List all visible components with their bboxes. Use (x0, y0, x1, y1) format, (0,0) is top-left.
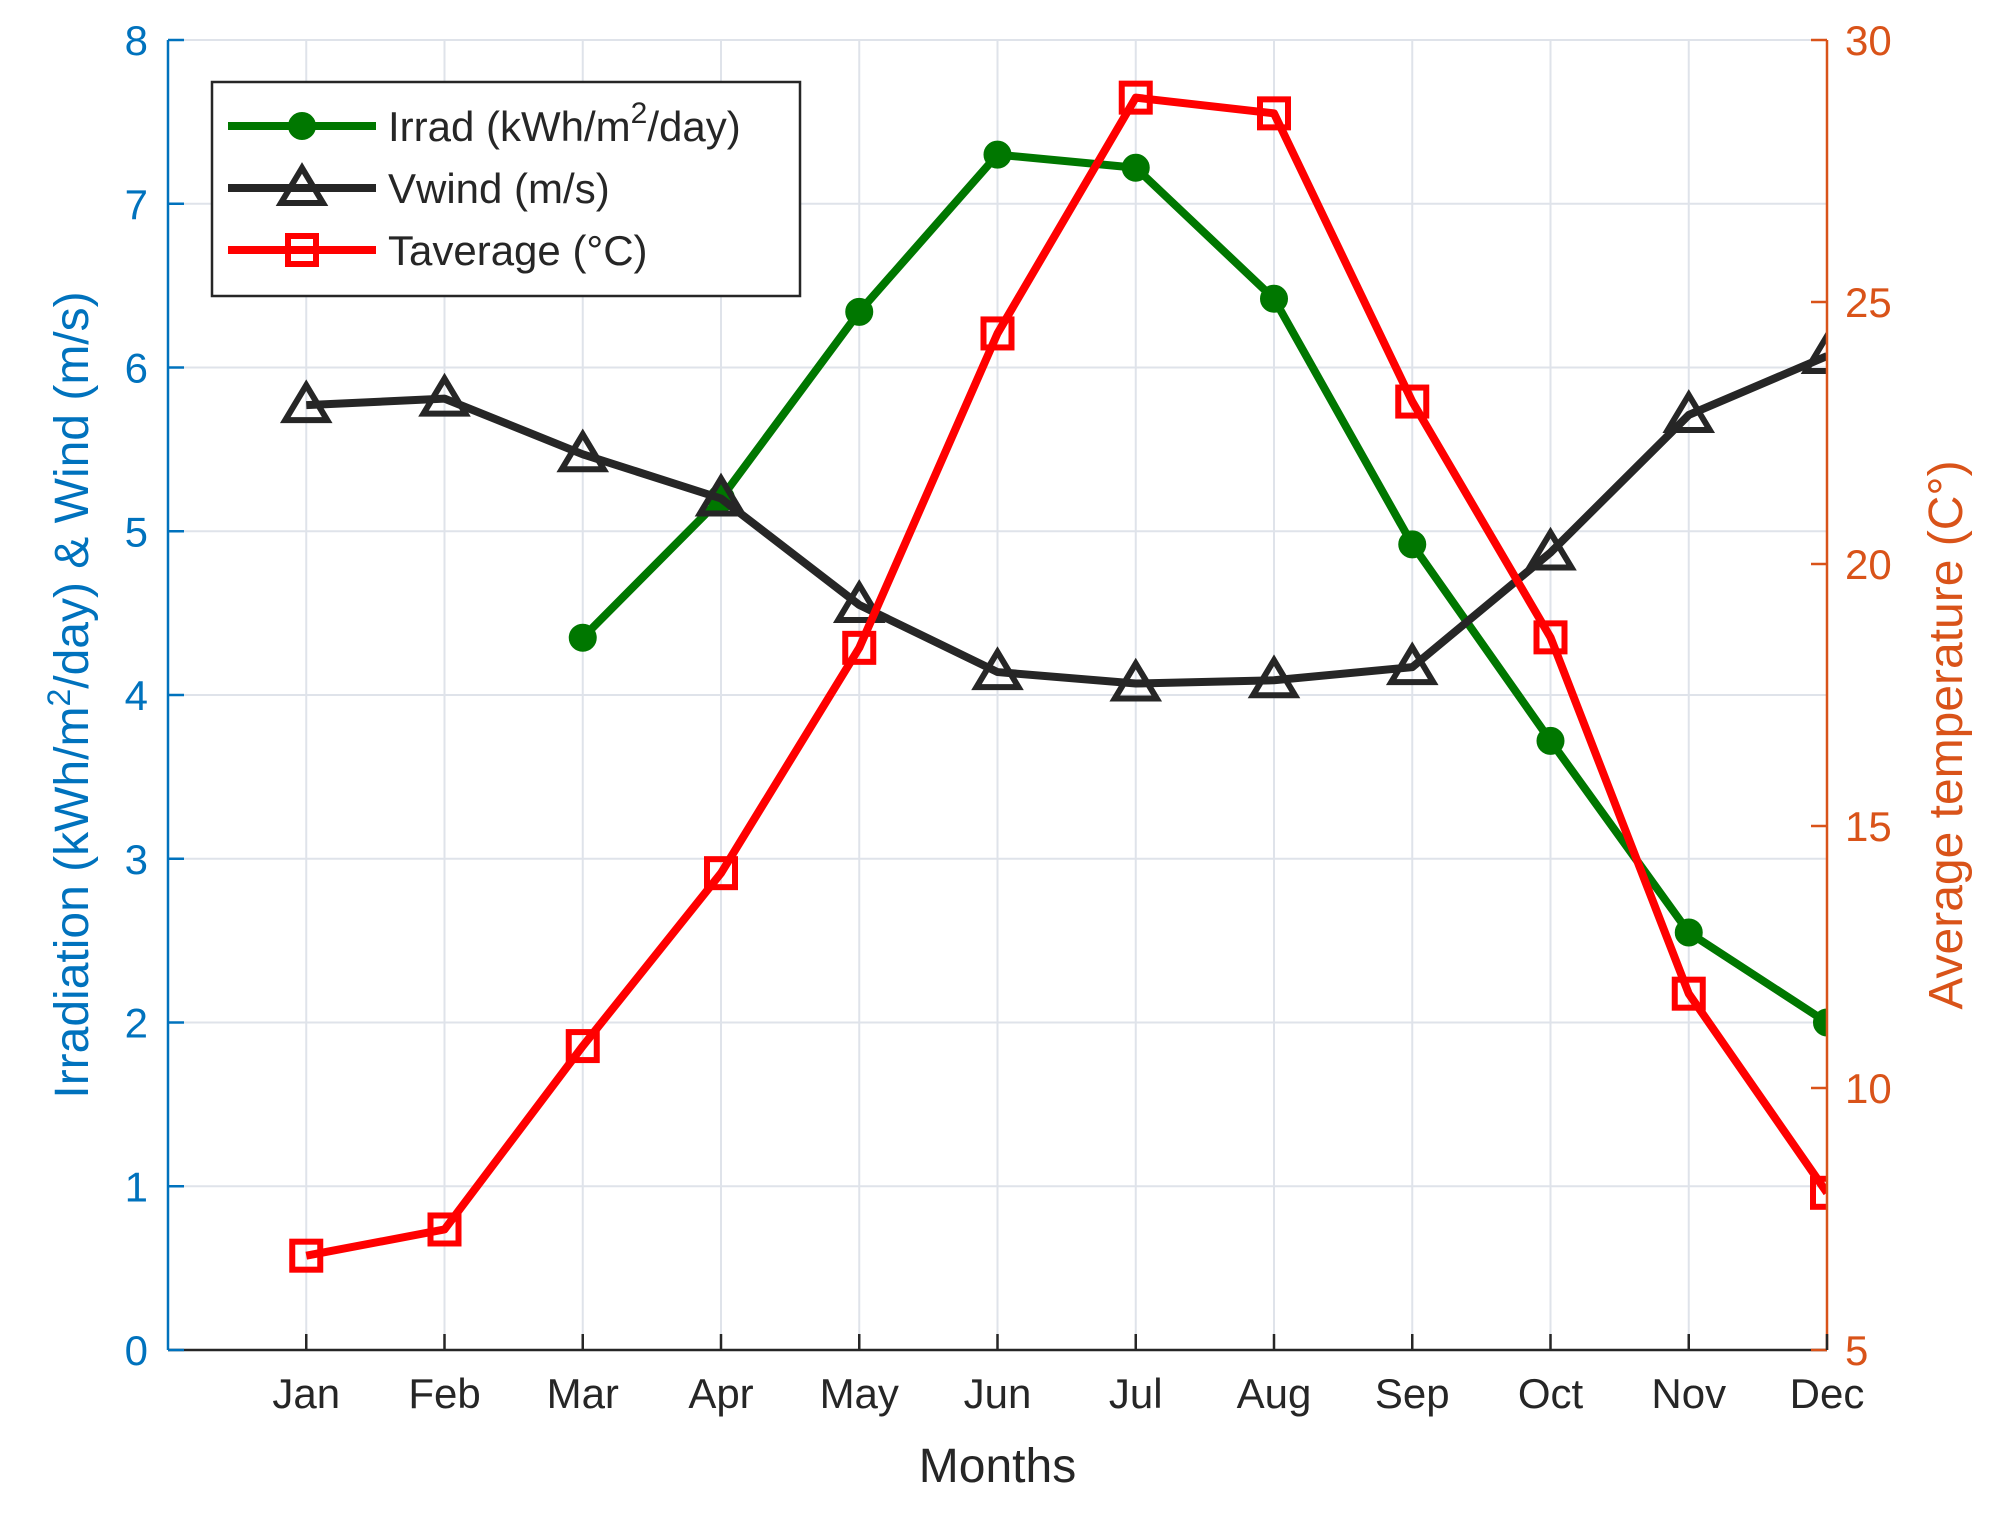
x-tick-label: Dec (1790, 1370, 1865, 1417)
data-point-square (704, 856, 738, 891)
legend-label-sup: 2 (631, 97, 648, 130)
left-tick-label: 8 (125, 17, 148, 64)
data-point-square (289, 1238, 324, 1273)
x-tick-label: Feb (408, 1370, 480, 1417)
x-tick-label: Apr (688, 1370, 753, 1417)
data-point-circle (1536, 726, 1565, 755)
data-point-circle (568, 623, 597, 652)
left-tick-label: 4 (125, 672, 148, 719)
data-point-triangle (1247, 654, 1301, 699)
axes: 0 1 2 3 4 5 6 7 8 5 10 15 20 25 30 Jan Feb Mar Apr May Jun Ju… (41, 17, 1973, 1493)
series-layer (279, 80, 1827, 1273)
series-line (306, 352, 1827, 688)
left-axis-title-sup: 2 (41, 689, 77, 707)
legend-label: Irrad (kWh/m2/day) (388, 97, 741, 150)
data-point-circle (1813, 1008, 1827, 1037)
right-tick-label: 10 (1845, 1065, 1892, 1112)
legend-label-pre: Taverage (°C) (388, 227, 648, 274)
data-point-triangle (275, 162, 329, 206)
legend-item: Irrad (kWh/m2/day) (228, 97, 741, 150)
legend-label: Taverage (°C) (388, 227, 648, 274)
series-2 (289, 80, 1827, 1273)
series-line (579, 150, 1827, 1026)
data-point-triangle (1385, 641, 1439, 686)
data-point-circle (288, 112, 316, 140)
data-point-square (1810, 1175, 1827, 1210)
data-point-square (1671, 976, 1706, 1011)
series-line (305, 93, 1827, 1260)
legend-label-post: /day) (647, 103, 740, 150)
right-tick-label: 5 (1845, 1327, 1868, 1374)
data-point-square (565, 1029, 600, 1064)
right-tick-label: 15 (1845, 803, 1892, 850)
data-point-square (427, 1212, 462, 1247)
data-point-square (1533, 620, 1568, 655)
x-tick-label: Aug (1237, 1370, 1312, 1417)
x-tick-label: Nov (1651, 1370, 1726, 1417)
data-point-circle (845, 297, 874, 326)
legend: Irrad (kWh/m2/day) Vwind (m/s) Taverage (°… (210, 80, 802, 298)
legend-label-pre: Irrad (kWh/m (388, 103, 631, 150)
x-tick-label: Mar (547, 1370, 619, 1417)
data-point-triangle (1524, 526, 1577, 571)
x-tick-label: Jan (272, 1370, 340, 1417)
left-tick-label: 3 (125, 836, 148, 883)
data-point-square (1118, 80, 1153, 115)
series-1 (279, 330, 1827, 702)
data-point-circle (1121, 153, 1150, 182)
left-axis-title: Irradiation (kWh/m2/day) & Wind (m/s) (41, 291, 99, 1098)
x-tick-label: Jul (1109, 1370, 1163, 1417)
data-point-square (285, 233, 319, 267)
right-tick-label: 25 (1845, 279, 1892, 326)
legend-item: Vwind (m/s) (228, 162, 610, 212)
data-point-square (842, 630, 877, 665)
data-point-triangle (418, 372, 471, 417)
legend-label: Vwind (m/s) (388, 165, 610, 212)
right-tick-label: 20 (1845, 541, 1892, 588)
right-axis-title: Average temperature (C°) (1920, 460, 1973, 1009)
left-tick-label: 7 (125, 181, 148, 228)
left-axis-title-pre: Irradiation (kWh/m (46, 707, 99, 1099)
left-tick-label: 0 (125, 1327, 148, 1374)
data-point-circle (983, 140, 1012, 169)
data-point-circle (1398, 530, 1427, 559)
left-tick-label: 1 (125, 1163, 148, 1210)
right-tick-label: 30 (1845, 17, 1892, 64)
x-tick-label: May (820, 1370, 899, 1417)
left-axis-title-post: /day) & Wind (m/s) (46, 291, 99, 688)
data-point-triangle (556, 428, 610, 473)
x-tick-label: Jun (964, 1370, 1032, 1417)
data-point-triangle (832, 579, 886, 623)
left-tick-label: 6 (125, 345, 148, 392)
data-point-circle (1260, 284, 1288, 313)
data-point-triangle (971, 646, 1024, 691)
data-point-square (980, 316, 1015, 351)
data-point-triangle (694, 472, 748, 517)
left-tick-label: 5 (125, 508, 148, 555)
left-tick-label: 2 (125, 1000, 148, 1047)
series-clip-group (279, 80, 1827, 1273)
x-axis-title: Months (919, 1440, 1076, 1493)
data-point-circle (1674, 918, 1703, 947)
x-tick-label: Oct (1518, 1370, 1584, 1417)
data-point-triangle (279, 379, 333, 424)
legend-label-pre: Vwind (m/s) (388, 165, 610, 212)
data-point-triangle (1662, 389, 1716, 433)
legend-item: Taverage (°C) (228, 227, 648, 274)
x-tick-label: Sep (1375, 1370, 1450, 1417)
data-point-triangle (1800, 330, 1827, 375)
data-point-square (1257, 96, 1291, 131)
data-point-square (1395, 384, 1430, 419)
data-point-triangle (1109, 657, 1163, 702)
